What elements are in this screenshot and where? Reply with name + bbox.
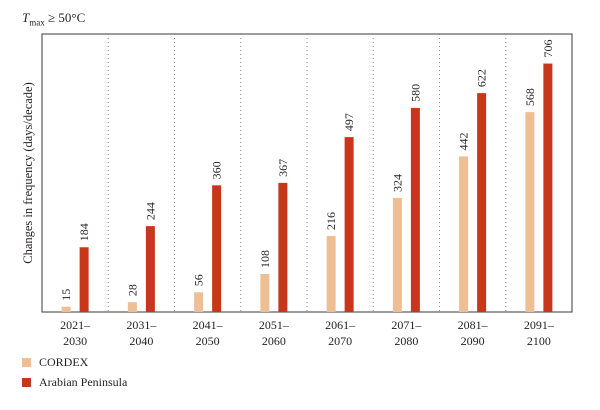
x-tick-label-end: 2090 [461, 334, 485, 348]
bars-group [61, 63, 553, 312]
legend-swatch-arabian-peninsula [22, 378, 31, 387]
legend-item-cordex: CORDEX [22, 355, 88, 370]
bar-cordex [127, 302, 137, 312]
x-tick-labels: 2021– 2030 2031– 2040 2041– 2050 2051– 2060 2061… [60, 318, 555, 348]
legend-item-arabian-peninsula: Arabian Peninsula [22, 375, 127, 390]
x-tick-label-start: 2051– [259, 318, 290, 332]
bar-arabian-peninsula [278, 182, 288, 312]
title-variable: T [22, 10, 30, 25]
x-tick-label-start: 2021– [60, 318, 91, 332]
bar-arabian-peninsula [477, 93, 487, 312]
value-label-arabian-peninsula: 497 [342, 113, 356, 131]
value-label-cordex: 15 [59, 289, 73, 301]
value-label-arabian-peninsula: 360 [210, 161, 224, 179]
value-label-cordex: 56 [192, 274, 206, 286]
bar-cordex [326, 235, 336, 312]
legend-label-arabian-peninsula: Arabian Peninsula [39, 375, 128, 389]
value-label-arabian-peninsula: 184 [77, 223, 91, 241]
title-subscript: max [29, 17, 45, 28]
legend-swatch-cordex [22, 358, 31, 367]
x-tick-label-end: 2030 [63, 334, 87, 348]
x-tick-label-end: 2100 [527, 334, 551, 348]
value-labels: 15 184 28 244 56 360 108 367 216 497 324 580 442 622 5… [59, 40, 555, 301]
value-label-arabian-peninsula: 580 [408, 84, 422, 102]
bar-arabian-peninsula [410, 107, 420, 312]
value-label-cordex: 442 [457, 132, 471, 150]
legend-label-cordex: CORDEX [39, 355, 89, 369]
value-label-arabian-peninsula: 622 [475, 69, 489, 87]
x-tick-label-start: 2031– [126, 318, 157, 332]
x-tick-label-start: 2071– [391, 318, 422, 332]
x-tick-label-end: 2080 [394, 334, 418, 348]
value-label-cordex: 568 [523, 88, 537, 106]
x-tick-label-start: 2091– [524, 318, 555, 332]
title-threshold: ≥ 50°C [44, 10, 86, 25]
bar-arabian-peninsula [344, 137, 354, 312]
value-label-cordex: 216 [324, 212, 338, 230]
value-label-cordex: 324 [390, 174, 404, 192]
x-tick-label-end: 2050 [196, 334, 220, 348]
bar-cordex [260, 273, 270, 312]
bar-arabian-peninsula [543, 63, 553, 312]
bar-cordex [61, 306, 71, 312]
x-tick-label-start: 2061– [325, 318, 356, 332]
x-tick-label-start: 2081– [458, 318, 489, 332]
x-tick-label-end: 2040 [129, 334, 153, 348]
value-label-arabian-peninsula: 367 [276, 159, 290, 177]
bar-cordex [194, 292, 204, 312]
x-tick-label-start: 2041– [193, 318, 224, 332]
bar-arabian-peninsula [79, 247, 89, 312]
value-label-cordex: 108 [258, 250, 272, 268]
bar-cordex [459, 156, 469, 312]
value-label-arabian-peninsula: 244 [143, 202, 157, 220]
y-axis-label: Changes in frequency (days/decade) [21, 82, 35, 264]
chart-title: Tmax ≥ 50°C [22, 10, 85, 28]
x-tick-label-end: 2070 [328, 334, 352, 348]
period-separators [107, 34, 507, 312]
value-label-arabian-peninsula: 706 [541, 40, 555, 58]
bar-arabian-peninsula [145, 226, 155, 312]
bar-arabian-peninsula [212, 185, 222, 312]
x-tick-label-end: 2060 [262, 334, 286, 348]
bar-cordex [525, 112, 535, 312]
value-label-cordex: 28 [125, 284, 139, 296]
bar-cordex [392, 197, 402, 312]
